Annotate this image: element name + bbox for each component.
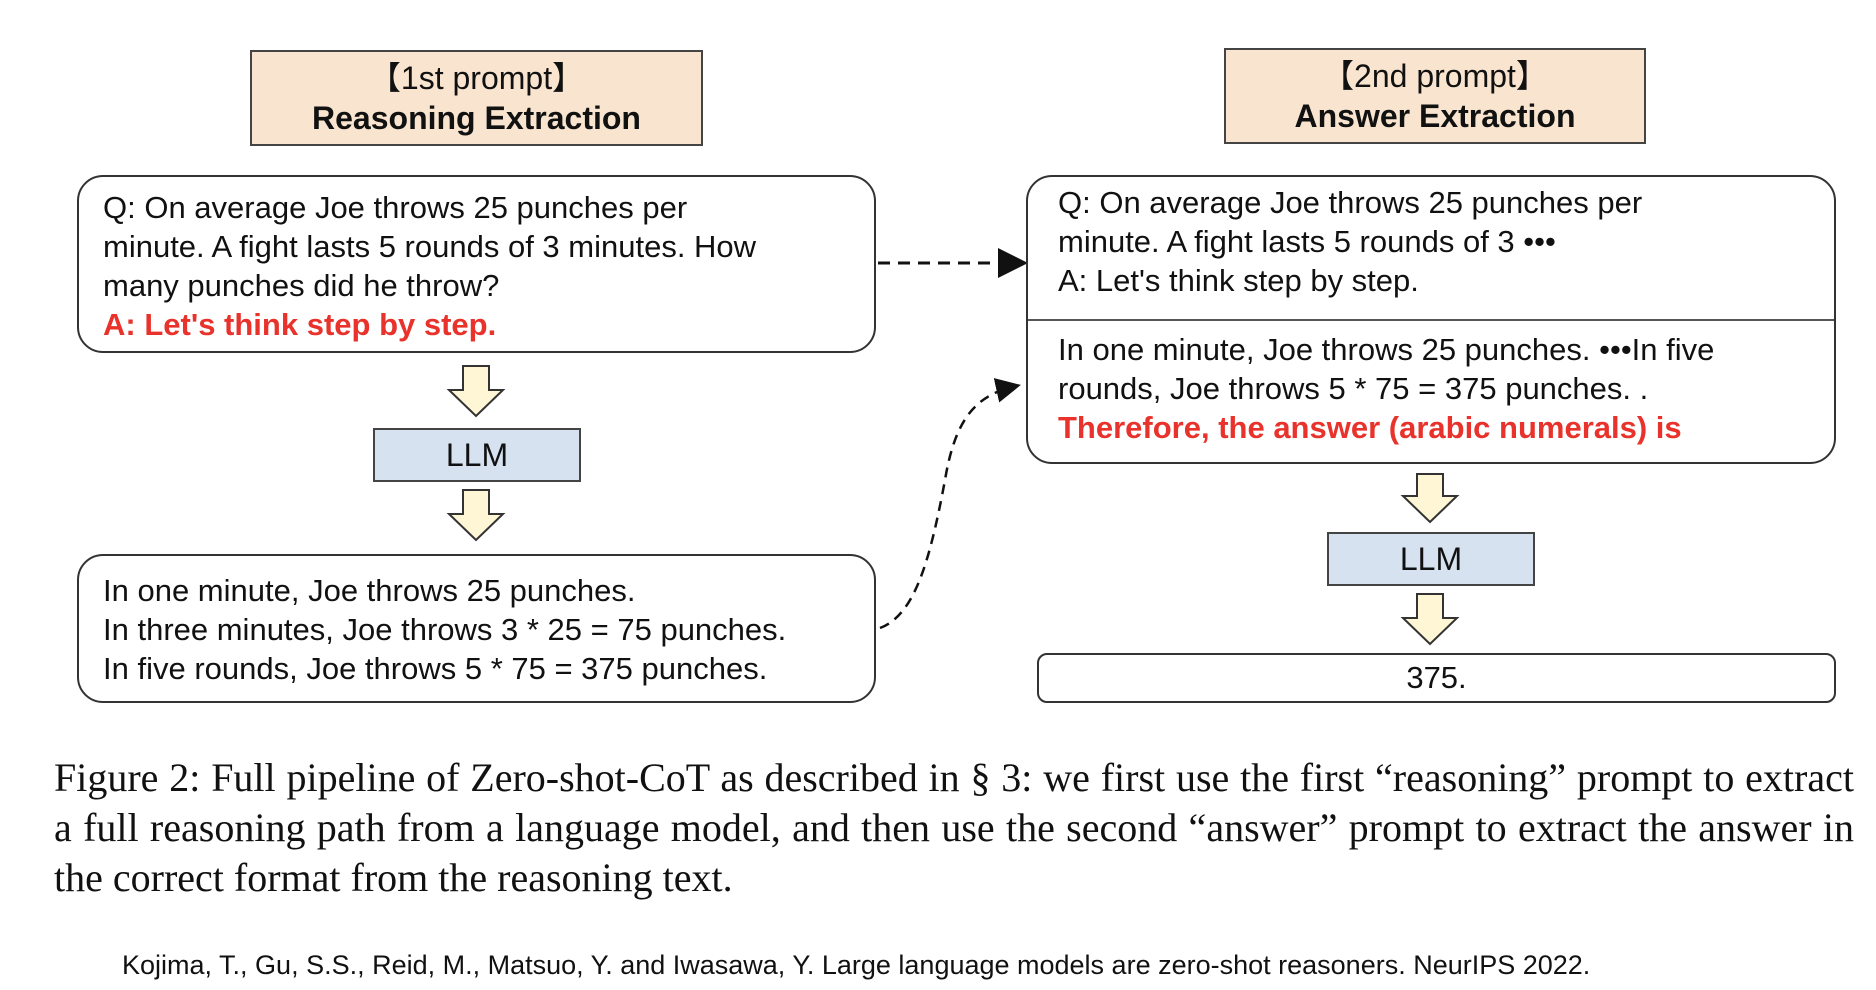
question-line: Q: On average Joe throws 25 punches per: [1058, 185, 1643, 220]
divider: [1028, 319, 1834, 321]
question-line: minute. A fight lasts 5 rounds of 3 minu…: [103, 229, 757, 264]
down-arrow-icon: [446, 489, 506, 542]
reasoning-output-box: In one minute, Joe throws 25 punches. In…: [77, 554, 876, 703]
second-prompt-header: 【2nd prompt】 Answer Extraction: [1224, 48, 1646, 144]
header-title: Reasoning Extraction: [312, 100, 641, 136]
header-label: 【2nd prompt】: [1322, 58, 1548, 94]
question-line: A: Let's think step by step.: [1058, 263, 1419, 298]
llm-box-2: LLM: [1327, 532, 1535, 586]
trigger-text: A: Let's think step by step.: [103, 307, 497, 342]
question-line: minute. A fight lasts 5 rounds of 3 •••: [1058, 224, 1556, 259]
figure-caption: Figure 2: Full pipeline of Zero-shot-CoT…: [54, 755, 1854, 900]
first-prompt-header: 【1st prompt】 Reasoning Extraction: [250, 50, 703, 146]
header-title: Answer Extraction: [1294, 98, 1576, 134]
output-line: In one minute, Joe throws 25 punches.: [103, 573, 636, 608]
down-arrow-icon: [446, 365, 506, 418]
reasoning-line: rounds, Joe throws 5 * 75 = 375 punches.…: [1058, 371, 1649, 406]
citation: Kojima, T., Gu, S.S., Reid, M., Matsuo, …: [122, 950, 1591, 980]
answer-box: 375.: [1037, 653, 1836, 703]
dashed-arrow-reasoning: [879, 378, 1021, 630]
question-line: Q: On average Joe throws 25 punches per: [103, 190, 688, 225]
question-line: many punches did he throw?: [103, 268, 500, 303]
output-line: In three minutes, Joe throws 3 * 25 = 75…: [103, 612, 787, 647]
header-label: 【1st prompt】: [368, 60, 585, 96]
second-prompt-box: Q: On average Joe throws 25 punches per …: [1026, 175, 1836, 464]
first-prompt-box: Q: On average Joe throws 25 punches per …: [77, 175, 876, 353]
output-line: In five rounds, Joe throws 5 * 75 = 375 …: [103, 651, 768, 686]
llm-box-1: LLM: [373, 428, 581, 482]
reasoning-line: In one minute, Joe throws 25 punches. ••…: [1058, 332, 1715, 367]
down-arrow-icon: [1400, 593, 1460, 646]
trigger-text: Therefore, the answer (arabic numerals) …: [1058, 410, 1682, 445]
down-arrow-icon: [1400, 473, 1460, 524]
